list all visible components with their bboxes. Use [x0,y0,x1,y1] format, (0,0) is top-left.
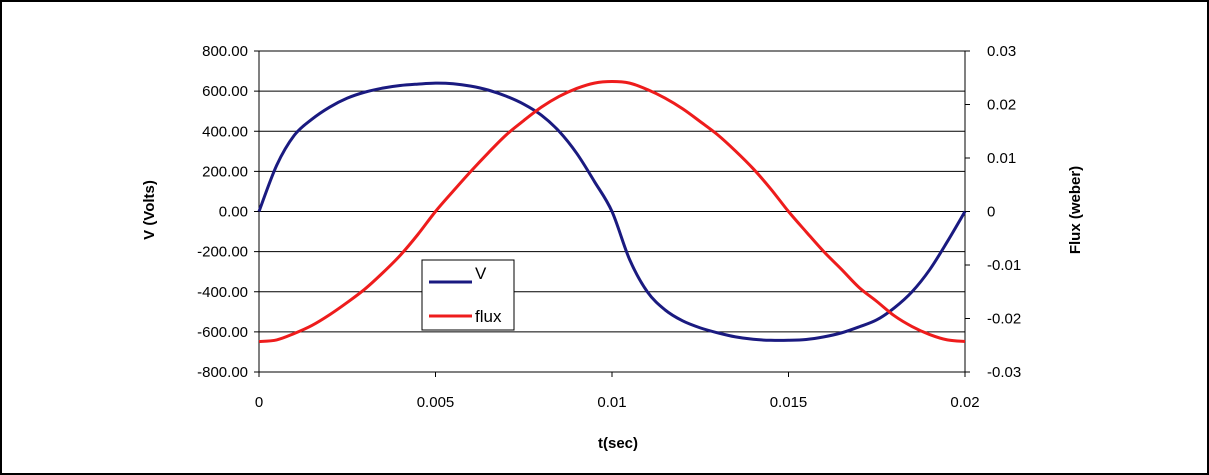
y-tick-label: -200.00 [197,244,248,261]
x-tick-label: 0.01 [597,394,626,411]
x-tick-label: 0.005 [417,394,455,411]
x-tick-label: 0.02 [950,394,979,411]
y-tick-label: 600.00 [202,83,248,100]
legend: V flux [421,259,515,331]
y2-tick-label: -0.03 [987,364,1021,381]
x-tick-label: 0 [255,394,263,411]
legend-box [421,259,515,331]
y-tick-label: -400.00 [197,284,248,301]
legend-label-v: V [475,264,487,283]
series-line-v [257,81,967,342]
series-layer [257,80,967,343]
y2-tick-label: 0.03 [987,43,1016,60]
y2-tick-label: -0.01 [987,257,1021,274]
x-axis-label: t(sec) [598,435,638,452]
y2-tick-label: -0.02 [987,311,1021,328]
y2-tick-label: 0.02 [987,97,1016,114]
y-tick-label: 400.00 [202,123,248,140]
y-axis-label: V (Volts) [141,180,158,240]
legend-label-flux: flux [475,307,502,326]
y-tick-label: 800.00 [202,43,248,60]
x-tick-label: 0.015 [770,394,808,411]
y-tick-label: -800.00 [197,364,248,381]
y2-tick-label: 0.01 [987,150,1016,167]
y2-tick-label: 0 [987,204,995,221]
y2-axis-label: Flux (weber) [1067,166,1084,254]
series-line-flux [258,80,966,343]
y-tick-label: 0.00 [219,204,248,221]
y-tick-label: 200.00 [202,163,248,180]
axes-layer: 800.00 600.00 400.00 200.00 0.00 -200.00 -400.… [197,43,1021,411]
y-tick-label: -600.00 [197,324,248,341]
